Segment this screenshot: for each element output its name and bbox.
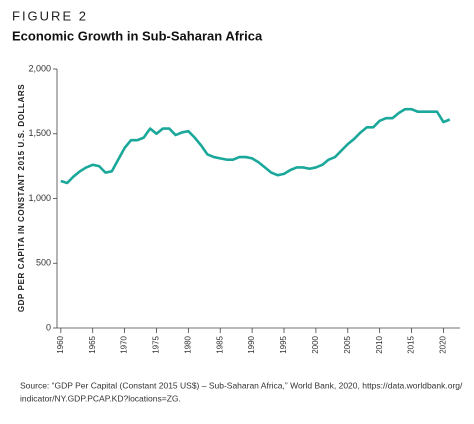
- x-tick-label: 2020: [439, 335, 448, 353]
- y-axis-label: GDP PER CAPITA IN CONSTANT 2015 U.S. DOL…: [17, 84, 26, 312]
- x-tick-label: 2000: [311, 335, 320, 353]
- x-tick-label: 1985: [215, 335, 224, 353]
- y-tick-label: 2,000: [28, 63, 51, 73]
- x-tick-label: 1975: [152, 335, 161, 353]
- x-tick-label: 1980: [183, 335, 192, 353]
- x-tick-label: 2005: [343, 335, 352, 353]
- figure-label: FIGURE 2: [12, 8, 88, 23]
- y-tick-label: 1,000: [28, 193, 51, 203]
- x-tick-label: 2010: [375, 335, 384, 353]
- chart-title: Economic Growth in Sub-Saharan Africa: [12, 28, 263, 43]
- x-tick-label: 1970: [120, 335, 129, 353]
- y-tick-label: 0: [46, 322, 51, 332]
- y-tick-label: 1,500: [28, 128, 51, 138]
- x-tick-label: 1990: [247, 335, 256, 353]
- x-tick-label: 2015: [407, 335, 416, 353]
- x-tick-label: 1995: [279, 335, 288, 353]
- data-line: [60, 107, 451, 185]
- source-line: Source: “GDP Per Capital (Constant 2015 …: [20, 380, 463, 390]
- x-tick-label: 1965: [88, 335, 97, 353]
- y-tick-label: 500: [36, 258, 51, 268]
- source-line: indicator/NY.GDP.PCAP.KD?locations=ZG.: [20, 393, 181, 403]
- x-tick-label: 1960: [56, 335, 65, 353]
